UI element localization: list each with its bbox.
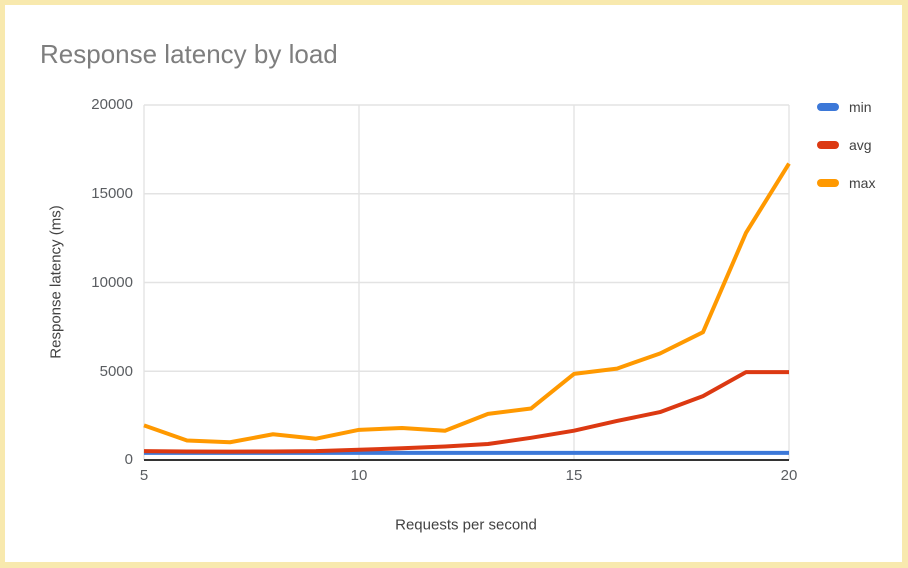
y-tick-label: 15000 <box>91 185 133 202</box>
max-series-swatch-icon <box>817 179 839 187</box>
legend-label: avg <box>849 137 872 153</box>
legend-label: max <box>849 175 876 191</box>
x-tick-label: 5 <box>139 467 149 484</box>
min-series-swatch-icon <box>817 103 839 111</box>
y-tick-label: 10000 <box>91 274 133 291</box>
y-tick-label: 0 <box>124 451 133 468</box>
legend-item-max: max <box>817 175 875 191</box>
legend: min avg max <box>817 99 875 213</box>
x-tick-label: 10 <box>350 467 368 484</box>
x-tick-label: 15 <box>565 467 583 484</box>
x-tick-label: 20 <box>780 467 798 484</box>
chart-title: Response latency by load <box>40 39 338 69</box>
y-axis-title: Response latency (ms) <box>47 205 65 359</box>
legend-item-min: min <box>817 99 875 115</box>
y-tick-label: 5000 <box>99 363 133 380</box>
legend-item-avg: avg <box>817 137 875 153</box>
avg-series-swatch-icon <box>817 141 839 149</box>
legend-label: min <box>849 99 872 115</box>
y-tick-label: 20000 <box>91 96 133 113</box>
x-axis-title: Requests per second <box>395 516 537 534</box>
chart-plot-area[interactable] <box>5 5 908 568</box>
